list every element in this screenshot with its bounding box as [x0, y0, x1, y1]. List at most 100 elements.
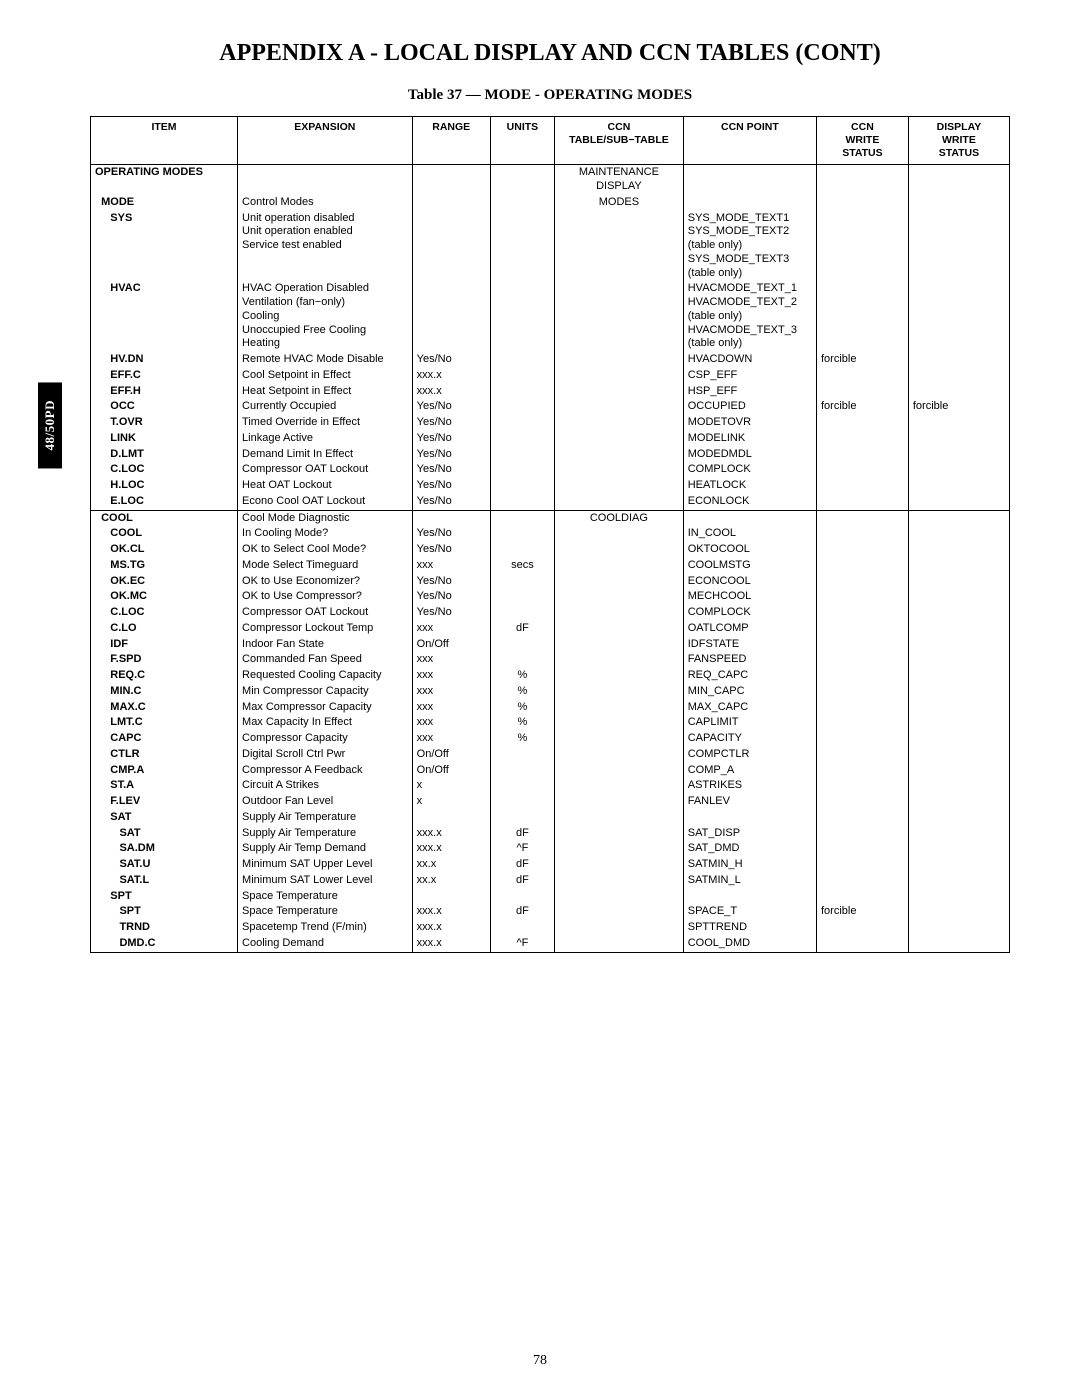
units-cell — [490, 510, 554, 526]
ccn-write-cell — [816, 857, 908, 873]
item-cell: MAX.C — [91, 700, 238, 716]
item-cell: COOL — [91, 510, 238, 526]
header-item: ITEM — [91, 117, 238, 165]
display-write-cell — [908, 826, 1009, 842]
header-sub-table: CCNTABLE/SUB−TABLE — [555, 117, 684, 165]
table-row: OPERATING MODESMAINTENANCEDISPLAY — [91, 165, 1010, 195]
item-cell: HVAC — [91, 281, 238, 352]
item-cell: TRND — [91, 920, 238, 936]
range-cell: xxx — [412, 558, 490, 574]
ccn-write-cell — [816, 558, 908, 574]
ccn-write-cell — [816, 731, 908, 747]
display-write-cell — [908, 589, 1009, 605]
units-cell: % — [490, 700, 554, 716]
display-write-cell — [908, 747, 1009, 763]
item-cell: SAT.L — [91, 873, 238, 889]
range-cell — [412, 211, 490, 282]
ccn-write-cell — [816, 841, 908, 857]
ccn-point-cell: COMPLOCK — [683, 462, 816, 478]
ccn-write-cell — [816, 763, 908, 779]
ccn-point-cell: MODETOVR — [683, 415, 816, 431]
units-cell: % — [490, 715, 554, 731]
range-cell: Yes/No — [412, 526, 490, 542]
appendix-title: APPENDIX A - LOCAL DISPLAY AND CCN TABLE… — [90, 40, 1010, 67]
ccn-point-cell: COOLMSTG — [683, 558, 816, 574]
range-cell: xxx — [412, 621, 490, 637]
item-cell: C.LOC — [91, 462, 238, 478]
item-cell: ST.A — [91, 778, 238, 794]
ccn-point-cell: MIN_CAPC — [683, 684, 816, 700]
item-cell: SPT — [91, 889, 238, 905]
ccn-point-cell: COOL_DMD — [683, 936, 816, 952]
item-cell: OK.MC — [91, 589, 238, 605]
units-cell — [490, 211, 554, 282]
range-cell: Yes/No — [412, 431, 490, 447]
range-cell: xxx.x — [412, 936, 490, 952]
display-write-cell — [908, 478, 1009, 494]
item-cell: IDF — [91, 637, 238, 653]
units-cell — [490, 778, 554, 794]
sub-table-cell — [555, 920, 684, 936]
units-cell — [490, 384, 554, 400]
table-row: COOLIn Cooling Mode?Yes/NoIN_COOL — [91, 526, 1010, 542]
item-cell: COOL — [91, 526, 238, 542]
expansion-cell: Cool Mode Diagnostic — [238, 510, 413, 526]
item-cell: F.SPD — [91, 652, 238, 668]
table-row: SAT.LMinimum SAT Lower Levelxx.xdFSATMIN… — [91, 873, 1010, 889]
expansion-cell: Remote HVAC Mode Disable — [238, 352, 413, 368]
range-cell: xxx — [412, 652, 490, 668]
sub-table-cell — [555, 399, 684, 415]
item-cell: T.OVR — [91, 415, 238, 431]
table-row: COOLCool Mode DiagnosticCOOLDIAG — [91, 510, 1010, 526]
side-tab: 48/50PD — [38, 382, 62, 468]
units-cell — [490, 637, 554, 653]
ccn-point-cell: CAPACITY — [683, 731, 816, 747]
ccn-point-cell: FANSPEED — [683, 652, 816, 668]
units-cell — [490, 494, 554, 510]
table-row: LINKLinkage ActiveYes/NoMODELINK — [91, 431, 1010, 447]
expansion-cell: Heat Setpoint in Effect — [238, 384, 413, 400]
units-cell — [490, 526, 554, 542]
sub-table-cell — [555, 652, 684, 668]
item-cell: MODE — [91, 195, 238, 211]
header-expansion: EXPANSION — [238, 117, 413, 165]
ccn-point-cell: HVACDOWN — [683, 352, 816, 368]
range-cell: xxx.x — [412, 368, 490, 384]
ccn-write-cell — [816, 165, 908, 195]
display-write-cell — [908, 637, 1009, 653]
units-cell: % — [490, 684, 554, 700]
ccn-point-cell: OKTOCOOL — [683, 542, 816, 558]
ccn-point-cell: OCCUPIED — [683, 399, 816, 415]
ccn-point-cell: COMPLOCK — [683, 605, 816, 621]
ccn-point-cell: HEATLOCK — [683, 478, 816, 494]
table-row: EFF.HHeat Setpoint in Effectxxx.xHSP_EFF — [91, 384, 1010, 400]
display-write-cell — [908, 384, 1009, 400]
range-cell: Yes/No — [412, 478, 490, 494]
sub-table-cell — [555, 731, 684, 747]
table-row: TRNDSpacetemp Trend (F/min)xxx.xSPTTREND — [91, 920, 1010, 936]
display-write-cell — [908, 431, 1009, 447]
item-cell: OCC — [91, 399, 238, 415]
sub-table-cell — [555, 700, 684, 716]
range-cell: xxx — [412, 700, 490, 716]
item-cell: C.LO — [91, 621, 238, 637]
expansion-cell: Econo Cool OAT Lockout — [238, 494, 413, 510]
item-cell: SAT.U — [91, 857, 238, 873]
display-write-cell — [908, 494, 1009, 510]
range-cell: xxx.x — [412, 920, 490, 936]
display-write-cell — [908, 668, 1009, 684]
item-cell: D.LMT — [91, 447, 238, 463]
table-row: SAT.UMinimum SAT Upper Levelxx.xdFSATMIN… — [91, 857, 1010, 873]
display-write-cell — [908, 352, 1009, 368]
units-cell: ^F — [490, 841, 554, 857]
units-cell: ^F — [490, 936, 554, 952]
item-cell: CAPC — [91, 731, 238, 747]
expansion-cell: Supply Air Temperature — [238, 826, 413, 842]
ccn-write-cell — [816, 605, 908, 621]
units-cell — [490, 794, 554, 810]
display-write-cell — [908, 778, 1009, 794]
expansion-cell: Linkage Active — [238, 431, 413, 447]
table-row: REQ.CRequested Cooling Capacityxxx%REQ_C… — [91, 668, 1010, 684]
units-cell — [490, 415, 554, 431]
sub-table-cell — [555, 415, 684, 431]
